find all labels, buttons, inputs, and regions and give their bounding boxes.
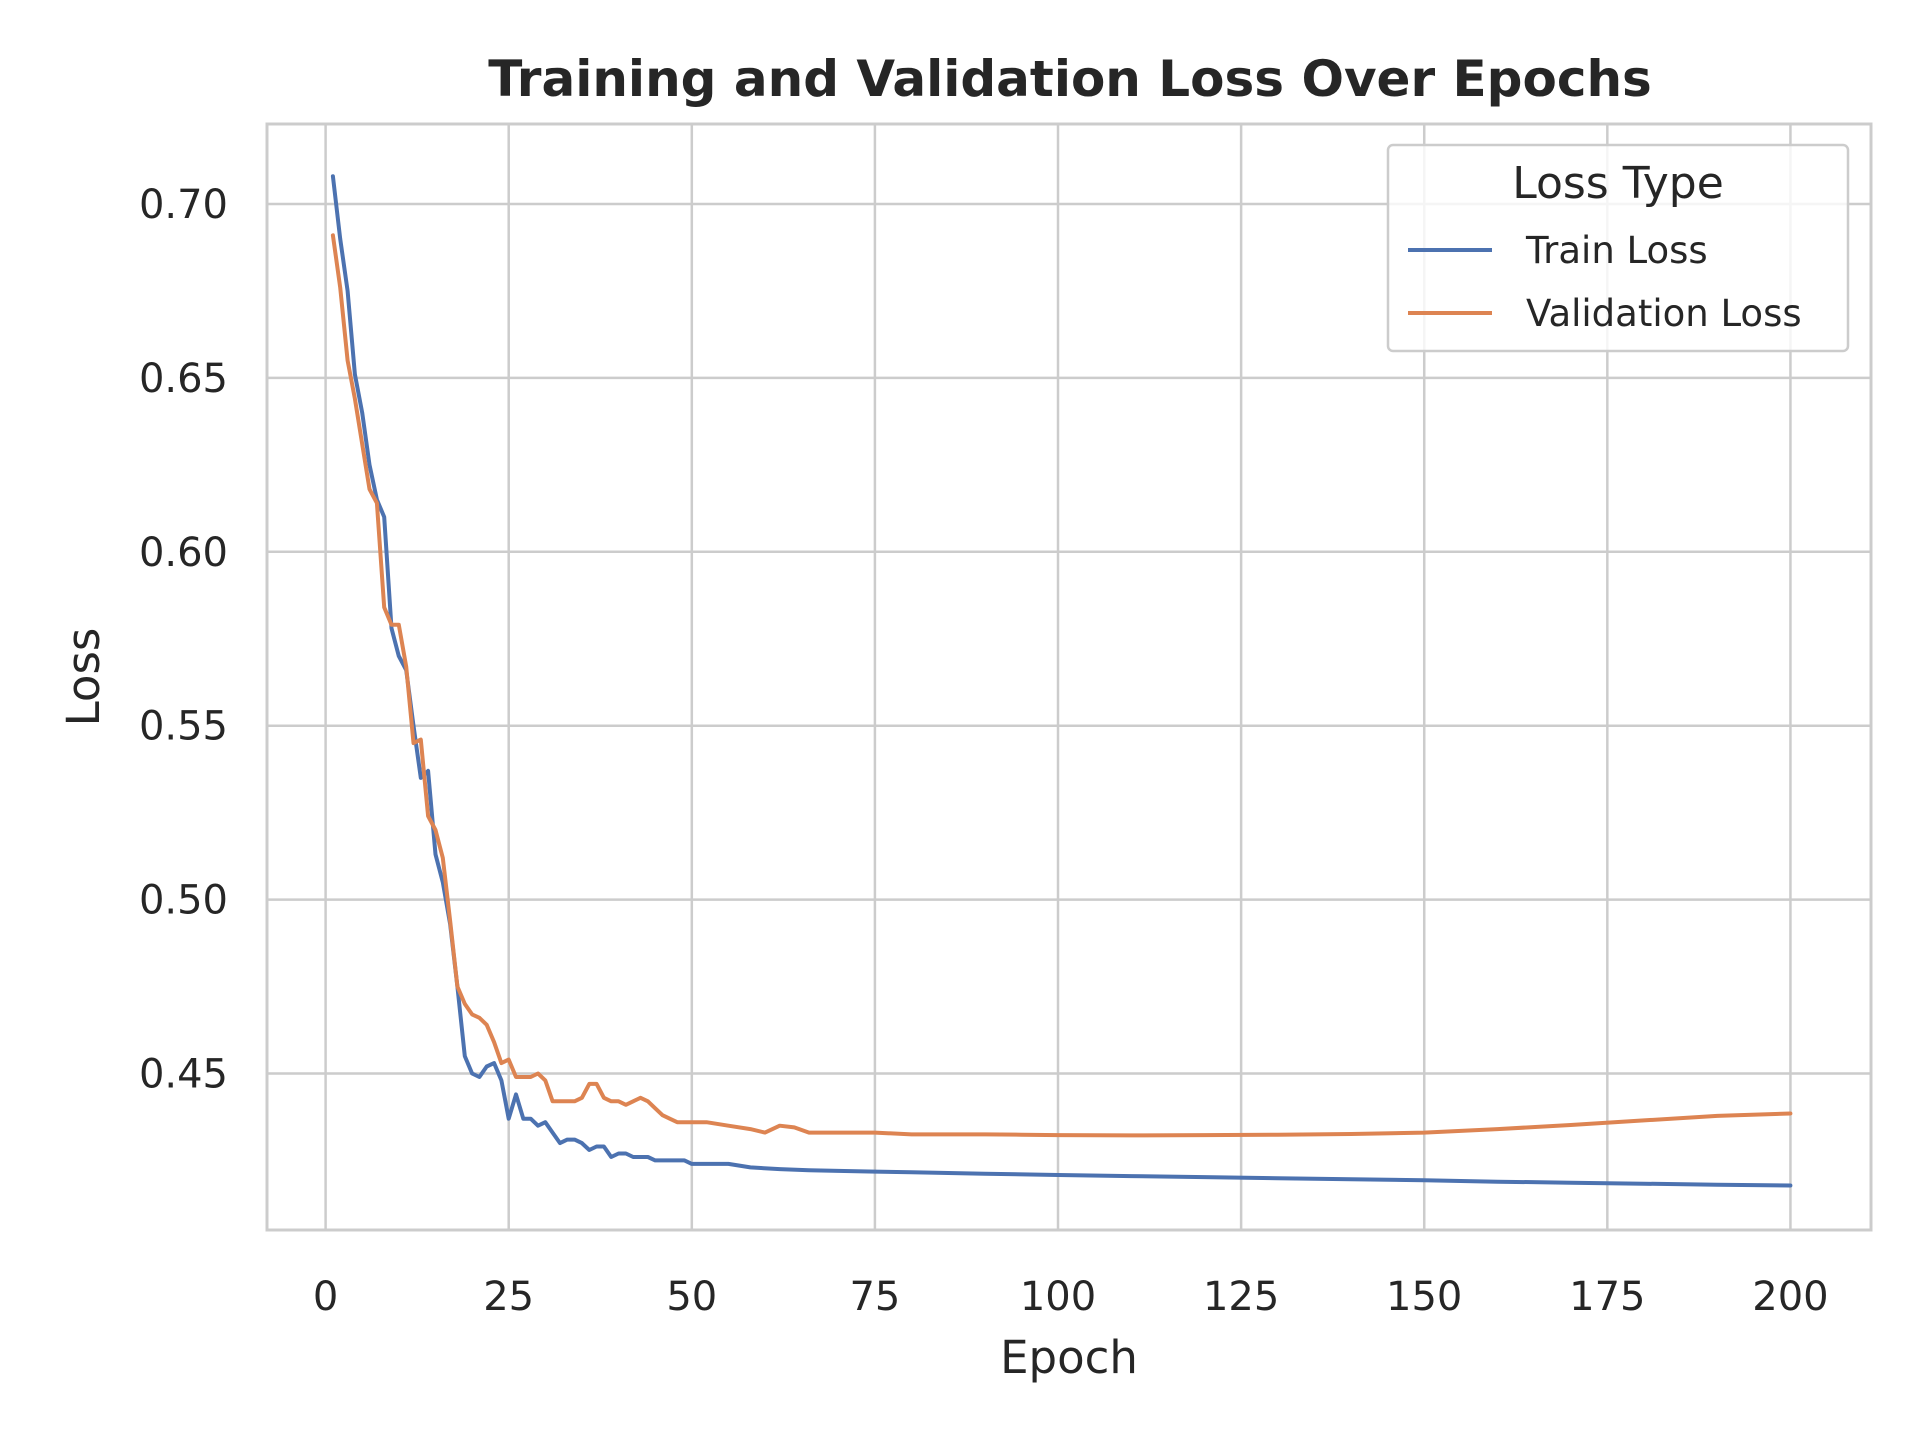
x-tick-label: 150 — [1386, 1274, 1462, 1320]
y-tick-label: 0.70 — [139, 182, 228, 228]
x-tick-label: 50 — [666, 1274, 717, 1320]
legend: Loss Type Train Loss Validation Loss — [1386, 143, 1850, 353]
legend-label: Validation Loss — [1526, 292, 1802, 335]
y-axis-label: Loss — [57, 628, 110, 727]
x-axis-label: Epoch — [1000, 1331, 1138, 1384]
plot-frame — [265, 122, 1873, 1232]
series-lines — [330, 174, 1793, 1188]
y-tick-label: 0.50 — [139, 878, 228, 924]
x-tick-label: 175 — [1569, 1274, 1645, 1320]
legend-label: Train Loss — [1525, 229, 1708, 272]
y-tick-label: 0.60 — [139, 530, 228, 576]
x-tick-labels: 0 25 50 75 100 125 150 175 200 — [313, 1274, 1829, 1320]
series-line-validation-loss — [330, 233, 1793, 1138]
legend-title: Loss Type — [1512, 158, 1724, 209]
x-tick-label: 100 — [1020, 1274, 1096, 1320]
x-tick-label: 200 — [1752, 1274, 1828, 1320]
x-tick-label: 125 — [1203, 1274, 1279, 1320]
x-tick-label: 25 — [483, 1274, 534, 1320]
y-tick-label: 0.65 — [139, 356, 228, 402]
y-tick-label: 0.45 — [139, 1051, 228, 1097]
chart-title: Training and Validation Loss Over Epochs — [488, 50, 1652, 108]
legend-entries: Train Loss Validation Loss — [1408, 229, 1802, 335]
y-tick-label: 0.55 — [139, 704, 228, 750]
legend-box — [1386, 143, 1850, 353]
y-tick-labels: 0.45 0.50 0.55 0.60 0.65 0.70 — [139, 182, 228, 1097]
x-tick-label: 75 — [849, 1274, 900, 1320]
series-line-train-loss — [330, 174, 1793, 1188]
x-tick-label: 0 — [313, 1274, 338, 1320]
